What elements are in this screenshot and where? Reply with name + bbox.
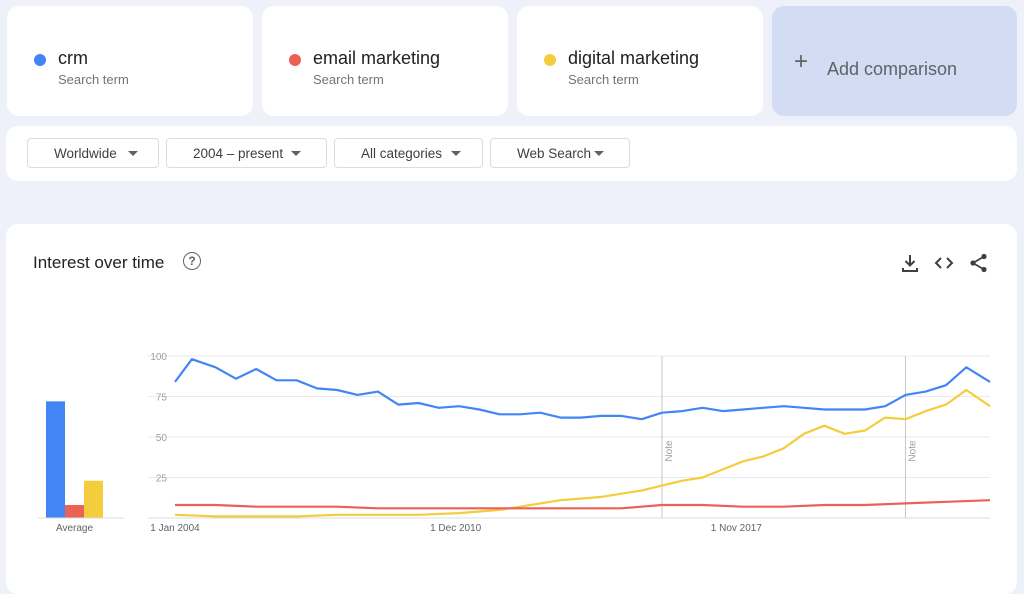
region-value: Worldwide	[54, 146, 117, 161]
term-card-crm[interactable]: crm Search term	[7, 6, 253, 116]
period-value: 2004 – present	[193, 146, 284, 161]
x-tick-label: 1 Dec 2010	[430, 523, 482, 534]
add-comparison-button[interactable]: + Add comparison	[772, 6, 1017, 116]
term-name: digital marketing	[568, 48, 700, 68]
crm-color-dot-icon	[34, 54, 46, 66]
caret-down-icon	[451, 151, 461, 156]
email-marketing-series-line	[175, 499, 991, 510]
y-tick-label: 75	[156, 393, 168, 404]
add-comparison-label: Add comparison	[827, 59, 958, 79]
term-name: crm	[58, 48, 88, 68]
x-tick-label: 1 Nov 2017	[711, 523, 763, 534]
caret-down-icon	[594, 151, 604, 156]
embed-icon[interactable]	[933, 252, 955, 274]
note-label: Note	[907, 440, 918, 462]
term-subtitle: Search term	[568, 72, 639, 87]
average-bar-email-marketing	[65, 505, 84, 518]
average-bar-digital-marketing	[84, 480, 103, 518]
term-subtitle: Search term	[58, 72, 129, 87]
term-subtitle: Search term	[313, 72, 384, 87]
term-name: email marketing	[313, 48, 441, 68]
share-icon[interactable]	[968, 252, 990, 274]
y-tick-label: 25	[156, 474, 168, 485]
note-label: Note	[664, 440, 675, 462]
y-tick-label: 50	[156, 433, 168, 444]
help-icon[interactable]: ?	[183, 252, 201, 270]
interest-chart: Average 25 50 75 100 1 Jan 2004 1 Dec 2010 1 N…	[38, 352, 991, 534]
plus-icon: +	[794, 48, 809, 75]
category-dropdown[interactable]: All categories	[334, 138, 483, 168]
caret-down-icon	[128, 151, 138, 156]
search-type-value: Web Search	[517, 146, 592, 161]
email-marketing-color-dot-icon	[289, 54, 301, 66]
x-tick-label: 1 Jan 2004	[150, 523, 200, 534]
average-bar-crm	[46, 401, 65, 518]
category-value: All categories	[361, 146, 443, 161]
period-dropdown[interactable]: 2004 – present	[166, 138, 327, 168]
caret-down-icon	[291, 151, 301, 156]
panel-title: Interest over time	[33, 253, 165, 272]
digital-marketing-series-line	[174, 388, 991, 518]
average-label: Average	[56, 523, 94, 534]
interest-over-time-panel: Interest over time ? Average 25 50 75 100 1 …	[6, 224, 1017, 594]
term-card-digital-marketing[interactable]: digital marketing Search term	[517, 6, 763, 116]
search-type-dropdown[interactable]: Web Search	[490, 138, 630, 168]
crm-series-line	[174, 358, 991, 421]
download-icon[interactable]	[899, 252, 921, 274]
region-dropdown[interactable]: Worldwide	[27, 138, 159, 168]
term-card-email-marketing[interactable]: email marketing Search term	[262, 6, 508, 116]
filter-bar: Worldwide 2004 – present All categories …	[6, 126, 1017, 181]
y-tick-label: 100	[150, 352, 167, 363]
digital-marketing-color-dot-icon	[544, 54, 556, 66]
